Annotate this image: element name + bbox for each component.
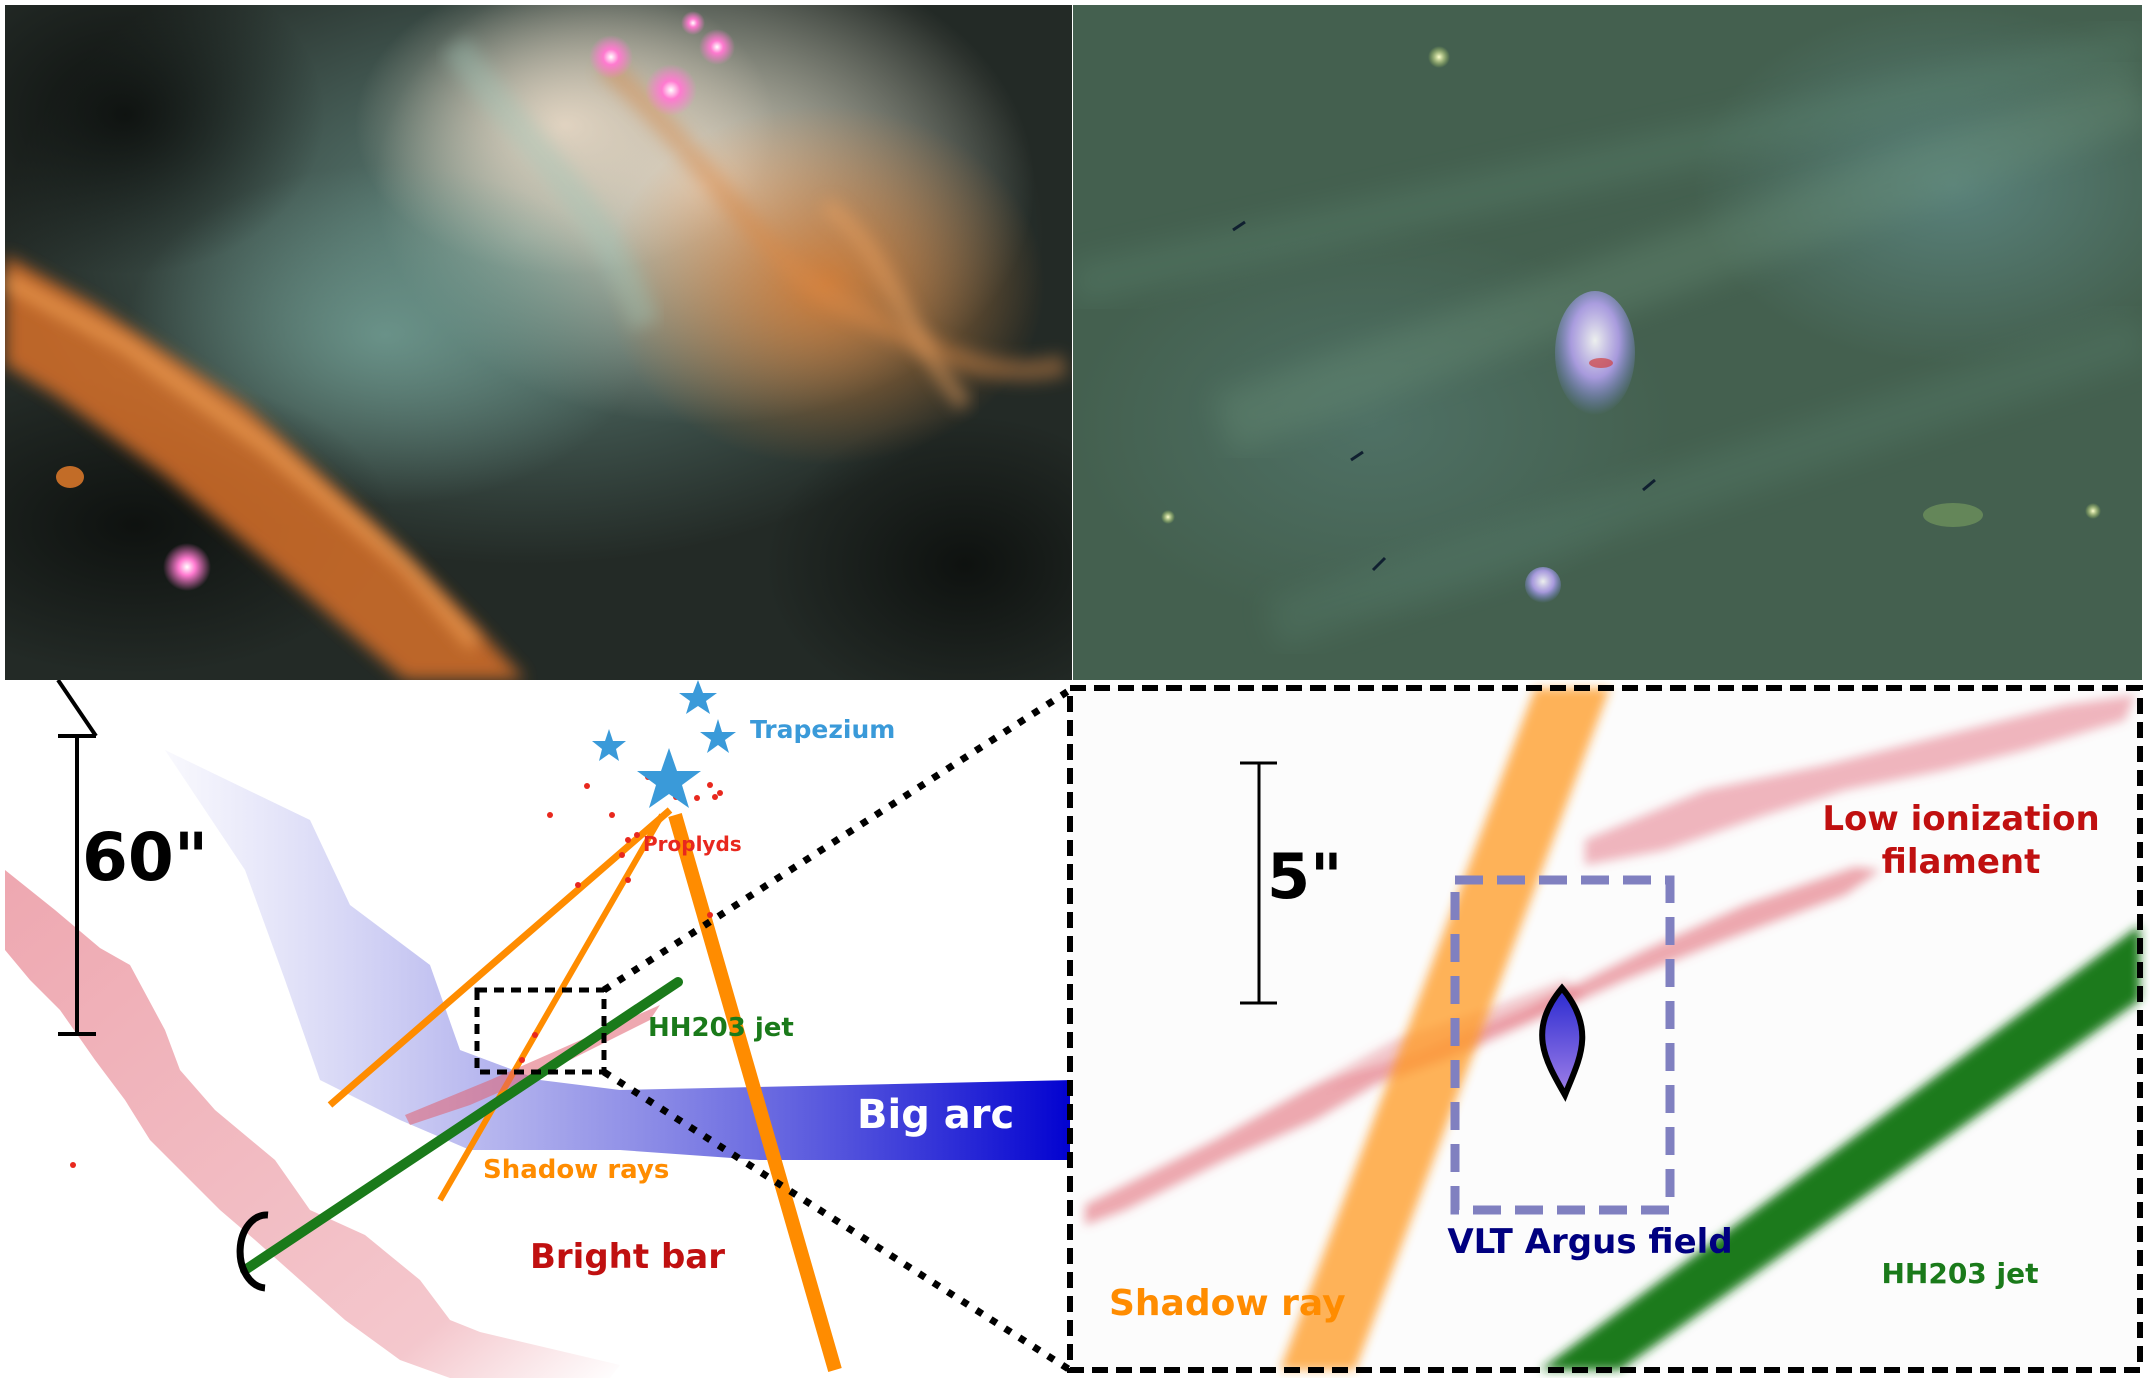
scale-bar-60 [56,680,98,1036]
proplyd-closeup-photo [1073,5,2142,680]
vlt-argus-box [1450,875,1675,1215]
hh203-jet-band [1540,925,2140,1370]
vlt-argus-field-label: VLT Argus field [1447,1222,1732,1262]
scale-label-5: 5" [1267,840,1342,913]
shadow-ray-label: Shadow ray [1109,1283,1346,1324]
trapezium-stars [592,680,736,808]
low-ionization-label-line2: filament [1882,842,2041,882]
bright-bar-shape [5,870,620,1378]
orion-nebula-overview-photo [5,5,1072,680]
big-arc-shape [165,750,1075,1160]
shadow-rays-label: Shadow rays [483,1155,669,1185]
hh203-jet-line [240,977,683,1275]
big-arc-label: Big arc [857,1092,1014,1138]
proplyd-droplet-icon [1539,983,1586,1102]
zoom-frame [1067,685,2143,1373]
shadow-ray-band [1280,688,1610,1370]
trapezium-label: Trapezium [750,715,895,744]
scale-label-60: 60" [82,819,208,896]
hh203-jet-label: HH203 jet [648,1013,794,1043]
closeup-photo-art [1073,5,2142,680]
hh203-jet-label-right: HH203 jet [1881,1257,2038,1290]
jet-head-arc [236,1211,269,1292]
low-ionization-label-line1: Low ionization [1822,799,2099,839]
proplyds-label: Proplyds [643,832,742,856]
bright-bar-label: Bright bar [530,1237,725,1277]
zoom-box [474,987,607,1075]
scale-bar-5 [1240,761,1277,1005]
left-schematic-art: 60" Trapezium Proplyds HH203 jet Big arc… [5,680,1075,1378]
right-schematic-art: 5" Low ionization filament VLT Argus fie… [1067,685,2143,1373]
left-schematic: 60" Trapezium Proplyds HH203 jet Big arc… [0,680,1075,1378]
right-schematic: 5" Low ionization filament VLT Argus fie… [1065,680,2150,1378]
nebula-photo-art [5,5,1072,680]
